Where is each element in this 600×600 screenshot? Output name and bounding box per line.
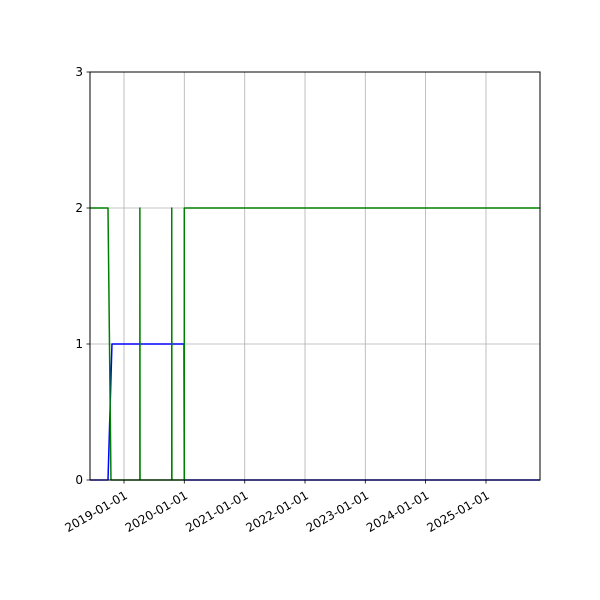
- axes-frame: [89, 71, 541, 481]
- y-tick-label: 1: [75, 337, 83, 351]
- y-tick-label: 2: [75, 201, 83, 215]
- y-tick-label: 3: [75, 65, 83, 79]
- y-axis: 0 1 2 3: [75, 65, 90, 487]
- y-tick-label: 0: [75, 473, 83, 487]
